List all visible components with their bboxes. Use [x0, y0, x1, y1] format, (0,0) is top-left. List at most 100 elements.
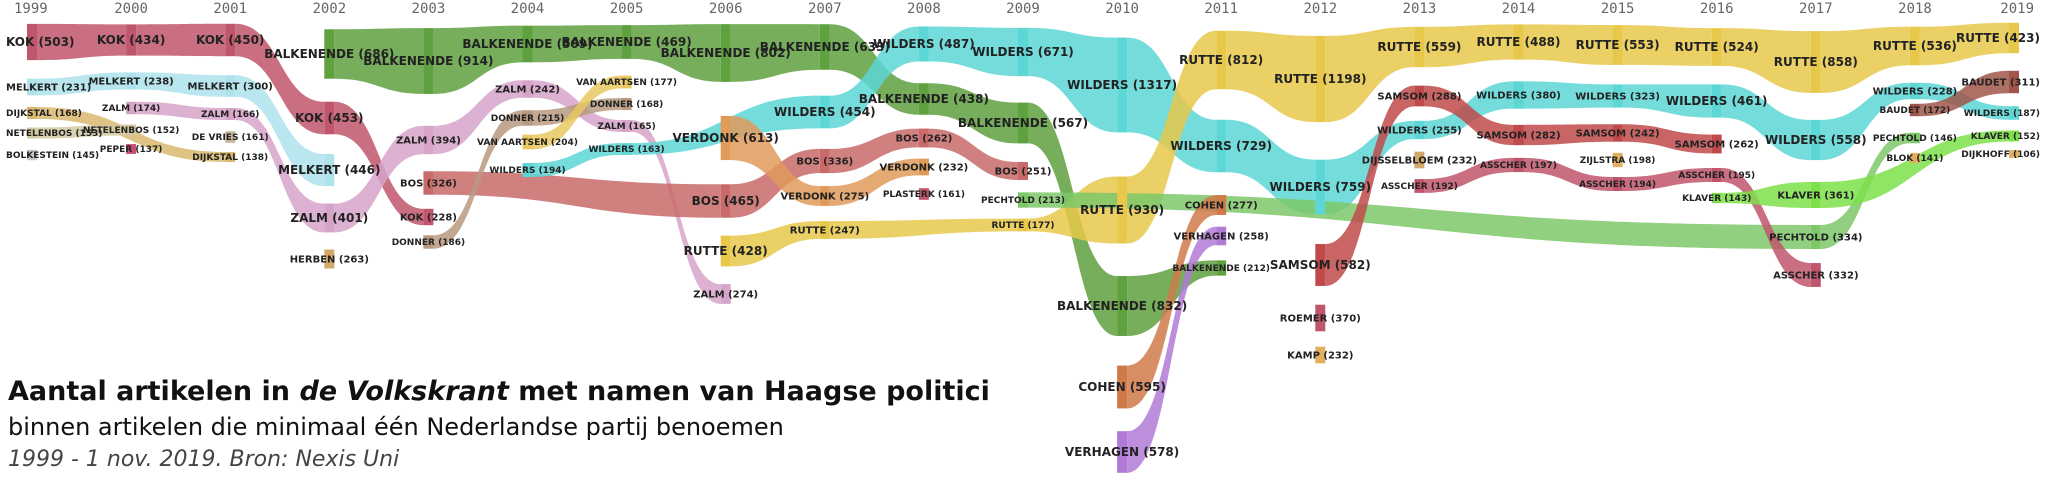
- flow-rutte-2007-2009: [829, 218, 1018, 239]
- node-kok-2003: [423, 208, 434, 226]
- node-rutte-2017: [1810, 31, 1821, 93]
- flow-rutte-2016-2017: [1721, 28, 1811, 93]
- year-label-2016: 2016: [1700, 1, 1734, 17]
- node-wilders-2011: [1216, 119, 1227, 173]
- node-wilders-2018: [1909, 82, 1920, 100]
- label-samsom-2015: SAMSOM (242): [1576, 129, 1660, 140]
- node-blok-2018: [1909, 152, 1920, 164]
- label-kok-2001: KOK (450): [196, 33, 264, 47]
- label-zalm-2000: ZALM (174): [102, 104, 160, 114]
- label-balkenende-2006: BALKENENDE (802): [661, 46, 791, 60]
- node-de-vries-2001: [225, 131, 236, 143]
- flow-asscher-2015-2016: [1622, 167, 1712, 191]
- flow-bos-2003-2006: [433, 171, 721, 218]
- year-label-2018: 2018: [1898, 1, 1932, 17]
- flow-asscher-2014-2015: [1523, 157, 1613, 191]
- label-kok-2002: KOK (453): [295, 111, 363, 125]
- node-verdonk-2006: [720, 115, 731, 161]
- node-wilders-2016: [1711, 84, 1722, 118]
- node-balkenende-2005: [621, 25, 632, 59]
- label-zalm-2006: ZALM (274): [693, 290, 758, 301]
- year-label-2010: 2010: [1105, 1, 1139, 17]
- node-kok-1999: [27, 23, 37, 61]
- node-netelenbos-1999: [27, 127, 37, 139]
- flow-zalm-2003-2004: [433, 80, 523, 155]
- label-melkert-1999: MELKERT (231): [6, 83, 91, 94]
- label-balkenende-2003: BALKENENDE (914): [363, 54, 493, 68]
- year-label-2011: 2011: [1204, 1, 1238, 17]
- node-pechtold-2018: [1909, 132, 1920, 144]
- node-asscher-2015: [1612, 177, 1623, 191]
- label-rutte-2007: RUTTE (247): [790, 226, 860, 237]
- node-bolkestein-1999: [27, 149, 37, 161]
- label-melkert-2002: MELKERT (446): [278, 163, 380, 177]
- label-klaver-2017: KLAVER (361): [1777, 191, 1854, 202]
- label-verhagen-2010: VERHAGEN (578): [1065, 445, 1179, 459]
- flow-wilders-2009-2010: [1028, 27, 1118, 133]
- flow-wilders-2016-2017: [1721, 84, 1811, 161]
- flow-melkert-2001-2002: [235, 75, 325, 187]
- label-van-aartsen-2005: VAN AARTSEN (177): [576, 78, 677, 88]
- node-samsom-2014: [1513, 124, 1524, 146]
- node-melkert-2001: [225, 75, 236, 97]
- flow-baudet-2018-2019: [1919, 70, 2009, 117]
- label-dijsselbloem-2013: DIJSSELBLOEM (232): [1362, 156, 1477, 167]
- year-label-2013: 2013: [1403, 1, 1437, 17]
- node-verhagen-2010: [1117, 431, 1128, 473]
- node-donner-2003: [423, 235, 434, 249]
- node-balkenende-2010: [1117, 276, 1128, 336]
- node-bos-2006: [720, 184, 731, 218]
- node-balkenende-2008: [918, 83, 929, 115]
- label-rutte-2009: RUTTE (177): [991, 221, 1054, 231]
- year-label-2002: 2002: [312, 1, 346, 17]
- node-wilders-2014: [1513, 81, 1524, 109]
- node-klaver-2019: [2009, 130, 2019, 142]
- label-wilders-2012: WILDERS (759): [1270, 180, 1372, 194]
- label-balkenende-2010: BALKENENDE (832): [1057, 299, 1187, 313]
- label-zalm-2002: ZALM (401): [290, 211, 368, 225]
- node-samsom-2012: [1315, 244, 1326, 286]
- flow-netelenbos-1999-2000: [37, 124, 127, 139]
- flow-balkenende-2004-2005: [532, 25, 622, 63]
- node-zalm-2006: [720, 284, 731, 304]
- label-bos-2008: BOS (262): [895, 134, 952, 145]
- node-wilders-2007: [819, 95, 830, 129]
- flow-donner-2003-2004: [433, 110, 523, 249]
- node-van-aartsen-2004: [522, 134, 533, 150]
- label-pechtold-2009: PECHTOLD (213): [981, 196, 1065, 206]
- node-plasterk-2008: [918, 188, 929, 200]
- node-rutte-2016: [1711, 28, 1722, 66]
- node-wilders-2009: [1018, 27, 1028, 77]
- flow-asscher-2013-2014: [1424, 157, 1514, 193]
- label-samsom-2013: SAMSOM (288): [1377, 92, 1461, 103]
- node-rutte-2014: [1513, 24, 1524, 60]
- node-baudet-2018: [1909, 103, 1920, 117]
- node-melkert-2000: [126, 72, 137, 90]
- flow-wilders-2004-2005: [532, 143, 622, 177]
- node-zalm-2003: [423, 125, 434, 155]
- label-balkenende-2002: BALKENENDE (686): [264, 47, 394, 61]
- year-label-2012: 2012: [1303, 1, 1337, 17]
- year-label-2009: 2009: [1006, 1, 1040, 17]
- label-zijlstra-2015: ZIJLSTRA (198): [1580, 156, 1656, 166]
- label-balkenende-2004: BALKENENDE (509): [462, 37, 592, 51]
- flow-samsom-2012-2013: [1325, 85, 1415, 286]
- chart-title: Aantal artikelen in de Volkskrant met na…: [8, 374, 990, 410]
- node-rutte-2015: [1612, 25, 1623, 65]
- flow-samsom-2015-2016: [1622, 124, 1712, 154]
- node-pechtold-2009: [1018, 192, 1028, 208]
- node-zalm-2004: [522, 80, 533, 98]
- node-cohen-2011: [1216, 195, 1227, 215]
- label-wilders-2013: WILDERS (255): [1377, 126, 1462, 137]
- flow-bos-2006-2007: [730, 148, 820, 218]
- node-zalm-2001: [225, 108, 236, 120]
- label-zalm-2001: ZALM (166): [201, 110, 259, 120]
- label-verhagen-2011: VERHAGEN (258): [1174, 232, 1269, 243]
- label-zalm-2004: ZALM (242): [495, 85, 560, 96]
- node-rutte-2007: [819, 221, 830, 239]
- flow-rutte-2017-2018: [1820, 26, 1910, 93]
- label-plasterk-2008: PLASTERK (161): [883, 190, 965, 200]
- flow-verhagen-2010-2011: [1127, 226, 1217, 473]
- label-verdonk-2007: VERDONK (275): [780, 192, 869, 203]
- node-samsom-2015: [1612, 124, 1623, 142]
